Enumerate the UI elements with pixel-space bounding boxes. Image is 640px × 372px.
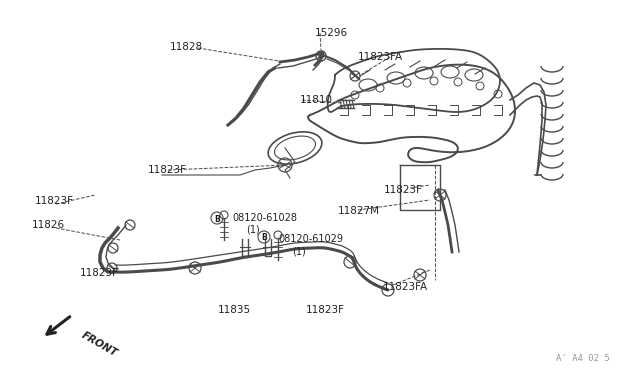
Text: 15296: 15296	[315, 28, 348, 38]
Circle shape	[319, 54, 323, 58]
Text: FRONT: FRONT	[80, 330, 120, 359]
Text: 08120-61029: 08120-61029	[278, 234, 343, 244]
Text: 11823F: 11823F	[80, 268, 119, 278]
Text: 11810: 11810	[300, 95, 333, 105]
Text: 11823FA: 11823FA	[358, 52, 403, 62]
Text: 11823F: 11823F	[148, 165, 187, 175]
Text: B: B	[214, 215, 220, 224]
Text: A' A4 02 5: A' A4 02 5	[556, 354, 610, 363]
Text: 08120-61028: 08120-61028	[232, 213, 297, 223]
Text: 11823FA: 11823FA	[383, 282, 428, 292]
Text: 11826: 11826	[32, 220, 65, 230]
Text: (1): (1)	[292, 246, 306, 256]
Text: 11827M: 11827M	[338, 206, 380, 216]
Text: 11823F: 11823F	[384, 185, 423, 195]
Text: 11828: 11828	[170, 42, 203, 52]
Text: 11835: 11835	[218, 305, 251, 315]
Text: B: B	[261, 234, 267, 243]
Text: 11823F: 11823F	[306, 305, 345, 315]
Text: 11823F: 11823F	[35, 196, 74, 206]
Text: (1): (1)	[246, 225, 260, 235]
